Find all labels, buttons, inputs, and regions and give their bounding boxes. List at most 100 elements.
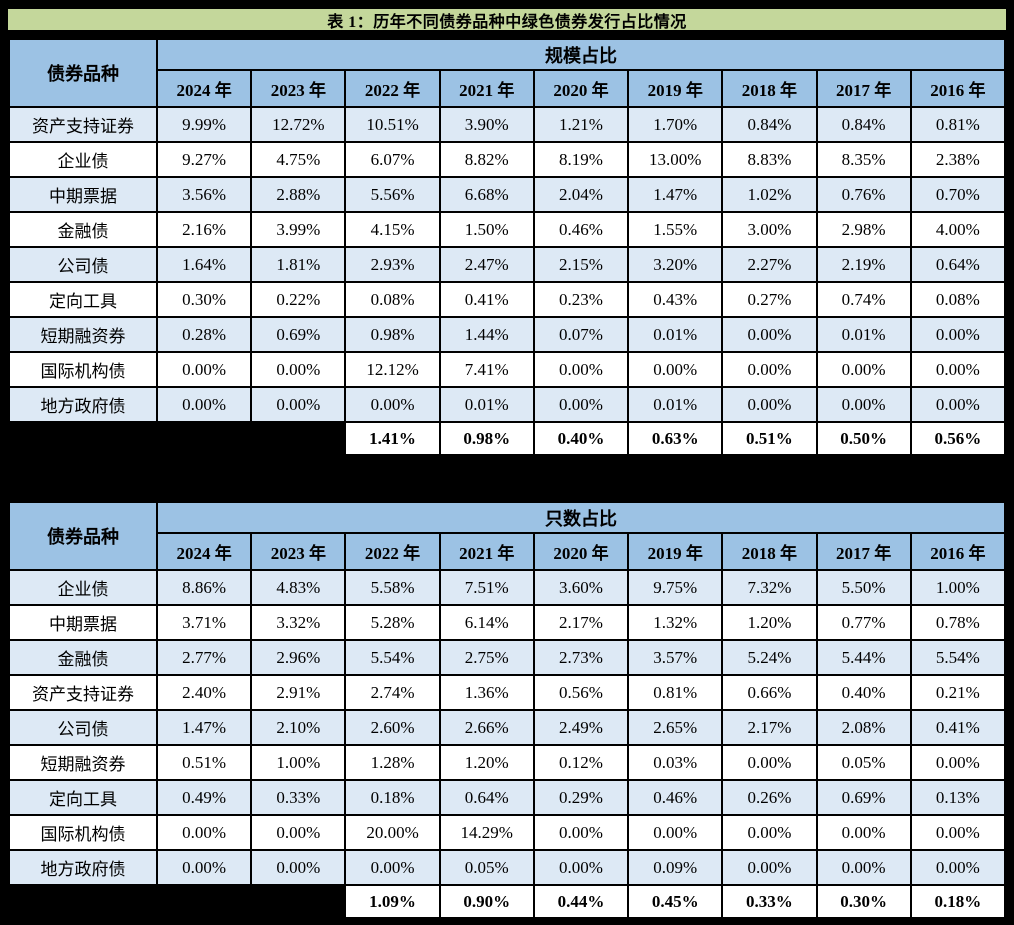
summary-value-cell: 1.41% [344, 421, 441, 456]
value-cell: 2.65% [627, 709, 724, 746]
bond-type-header: 债券品种 [8, 38, 158, 108]
value-cell: 5.58% [344, 569, 441, 606]
table-row: 公司债 1.47% 2.10% 2.60% 2.66% 2.49% 2.65% 2.17% 2.… [8, 709, 1007, 746]
scale-ratio-group-header: 规模占比 [156, 38, 1006, 71]
value-cell: 2.77% [155, 639, 253, 676]
value-cell: 1.64% [155, 246, 253, 283]
value-cell: 0.49% [155, 779, 253, 816]
header-row: 债券品种 规模占比 [8, 38, 1006, 108]
value-cell: 0.12% [532, 744, 630, 781]
value-cell: 3.99% [250, 211, 347, 248]
table-row: 公司债 1.64% 1.81% 2.93% 2.47% 2.15% 3.20% 2.27% 2.… [8, 246, 1007, 283]
count-ratio-table: 债券品种 只数占比 2024 年 2023 年 2022 年 2021 年 2020 年… [8, 501, 1007, 919]
value-cell: 2.96% [250, 639, 347, 676]
value-cell: 0.13% [909, 779, 1007, 816]
value-cell: 0.00% [627, 814, 724, 851]
year-header: 2016 年 [909, 69, 1007, 108]
value-cell: 1.28% [344, 744, 441, 781]
row-label: 短期融资券 [8, 744, 158, 781]
year-header: 2019 年 [627, 69, 724, 108]
value-cell: 3.71% [155, 604, 253, 641]
row-label: 短期融资券 [8, 316, 158, 353]
empty-cell [8, 884, 158, 919]
table-row: 地方政府债 0.00% 0.00% 0.00% 0.05% 0.00% 0.09% 0.00%… [8, 849, 1007, 886]
value-cell: 6.07% [344, 141, 441, 178]
summary-value-cell: 0.51% [721, 421, 818, 456]
value-cell: 0.00% [909, 351, 1007, 388]
value-cell: 4.00% [909, 211, 1007, 248]
value-cell: 0.01% [438, 386, 535, 423]
table-row: 中期票据 3.56% 2.88% 5.56% 6.68% 2.04% 1.47% 1.02% 0… [8, 176, 1007, 213]
value-cell: 0.00% [909, 316, 1007, 353]
summary-value-cell: 0.63% [627, 421, 724, 456]
year-header: 2023 年 [250, 532, 347, 571]
value-cell: 0.00% [250, 386, 347, 423]
value-cell: 0.33% [250, 779, 347, 816]
value-cell: 1.50% [438, 211, 535, 248]
value-cell: 0.66% [721, 674, 818, 711]
value-cell: 0.30% [155, 281, 253, 318]
value-cell: 0.00% [815, 849, 912, 886]
table-row: 金融债 2.77% 2.96% 5.54% 2.75% 2.73% 3.57% 5.24% 5.… [8, 639, 1007, 676]
value-cell: 0.00% [344, 386, 441, 423]
row-label: 定向工具 [8, 281, 158, 318]
value-cell: 5.44% [815, 639, 912, 676]
table-row: 国际机构债 0.00% 0.00% 20.00% 14.29% 0.00% 0.00% 0.0… [8, 814, 1007, 851]
value-cell: 3.60% [532, 569, 630, 606]
value-cell: 0.23% [532, 281, 630, 318]
value-cell: 5.54% [909, 639, 1007, 676]
row-label: 资产支持证券 [8, 674, 158, 711]
row-label: 公司债 [8, 709, 158, 746]
summary-value-cell: 0.45% [627, 884, 724, 919]
summary-value-cell: 0.98% [438, 421, 535, 456]
count-ratio-group-header: 只数占比 [156, 501, 1006, 534]
value-cell: 0.00% [250, 849, 347, 886]
value-cell: 0.27% [721, 281, 818, 318]
value-cell: 14.29% [438, 814, 535, 851]
row-label: 中期票据 [8, 604, 158, 641]
table-row: 短期融资券 0.28% 0.69% 0.98% 1.44% 0.07% 0.01% 0.00%… [8, 316, 1007, 353]
year-header: 2018 年 [721, 532, 818, 571]
row-label: 企业债 [8, 141, 158, 178]
value-cell: 0.00% [532, 814, 630, 851]
value-cell: 10.51% [344, 106, 441, 143]
years-header-row: 2024 年 2023 年 2022 年 2021 年 2020 年 2019 年 2018… [9, 532, 1007, 571]
empty-cell [155, 884, 253, 919]
value-cell: 3.57% [627, 639, 724, 676]
value-cell: 2.40% [155, 674, 253, 711]
year-header: 2018 年 [721, 69, 818, 108]
value-cell: 0.00% [815, 351, 912, 388]
value-cell: 1.47% [627, 176, 724, 213]
row-label: 地方政府债 [8, 386, 158, 423]
value-cell: 0.51% [155, 744, 253, 781]
value-cell: 0.29% [532, 779, 630, 816]
table-row: 短期融资券 0.51% 1.00% 1.28% 1.20% 0.12% 0.03% 0.00%… [8, 744, 1007, 781]
value-cell: 2.49% [532, 709, 630, 746]
value-cell: 4.75% [250, 141, 347, 178]
value-cell: 0.08% [909, 281, 1007, 318]
empty-cell [8, 421, 158, 456]
value-cell: 0.00% [155, 351, 253, 388]
value-cell: 4.15% [344, 211, 441, 248]
value-cell: 0.41% [438, 281, 535, 318]
value-cell: 3.20% [627, 246, 724, 283]
value-cell: 9.27% [155, 141, 253, 178]
value-cell: 5.24% [721, 639, 818, 676]
table-row: 定向工具 0.30% 0.22% 0.08% 0.41% 0.23% 0.43% 0.27% 0… [8, 281, 1007, 318]
value-cell: 2.60% [344, 709, 441, 746]
value-cell: 1.47% [155, 709, 253, 746]
value-cell: 0.07% [532, 316, 630, 353]
value-cell: 0.00% [250, 351, 347, 388]
value-cell: 0.70% [909, 176, 1007, 213]
value-cell: 2.10% [250, 709, 347, 746]
year-header: 2021 年 [438, 532, 535, 571]
value-cell: 4.83% [250, 569, 347, 606]
header-row: 债券品种 只数占比 [8, 501, 1006, 571]
value-cell: 2.04% [532, 176, 630, 213]
value-cell: 0.69% [815, 779, 912, 816]
row-label: 金融债 [8, 639, 158, 676]
value-cell: 0.78% [909, 604, 1007, 641]
year-header: 2022 年 [344, 69, 441, 108]
table-caption: 表 1：历年不同债券品种中绿色债券发行占比情况 [8, 9, 1006, 31]
year-header: 2022 年 [344, 532, 441, 571]
